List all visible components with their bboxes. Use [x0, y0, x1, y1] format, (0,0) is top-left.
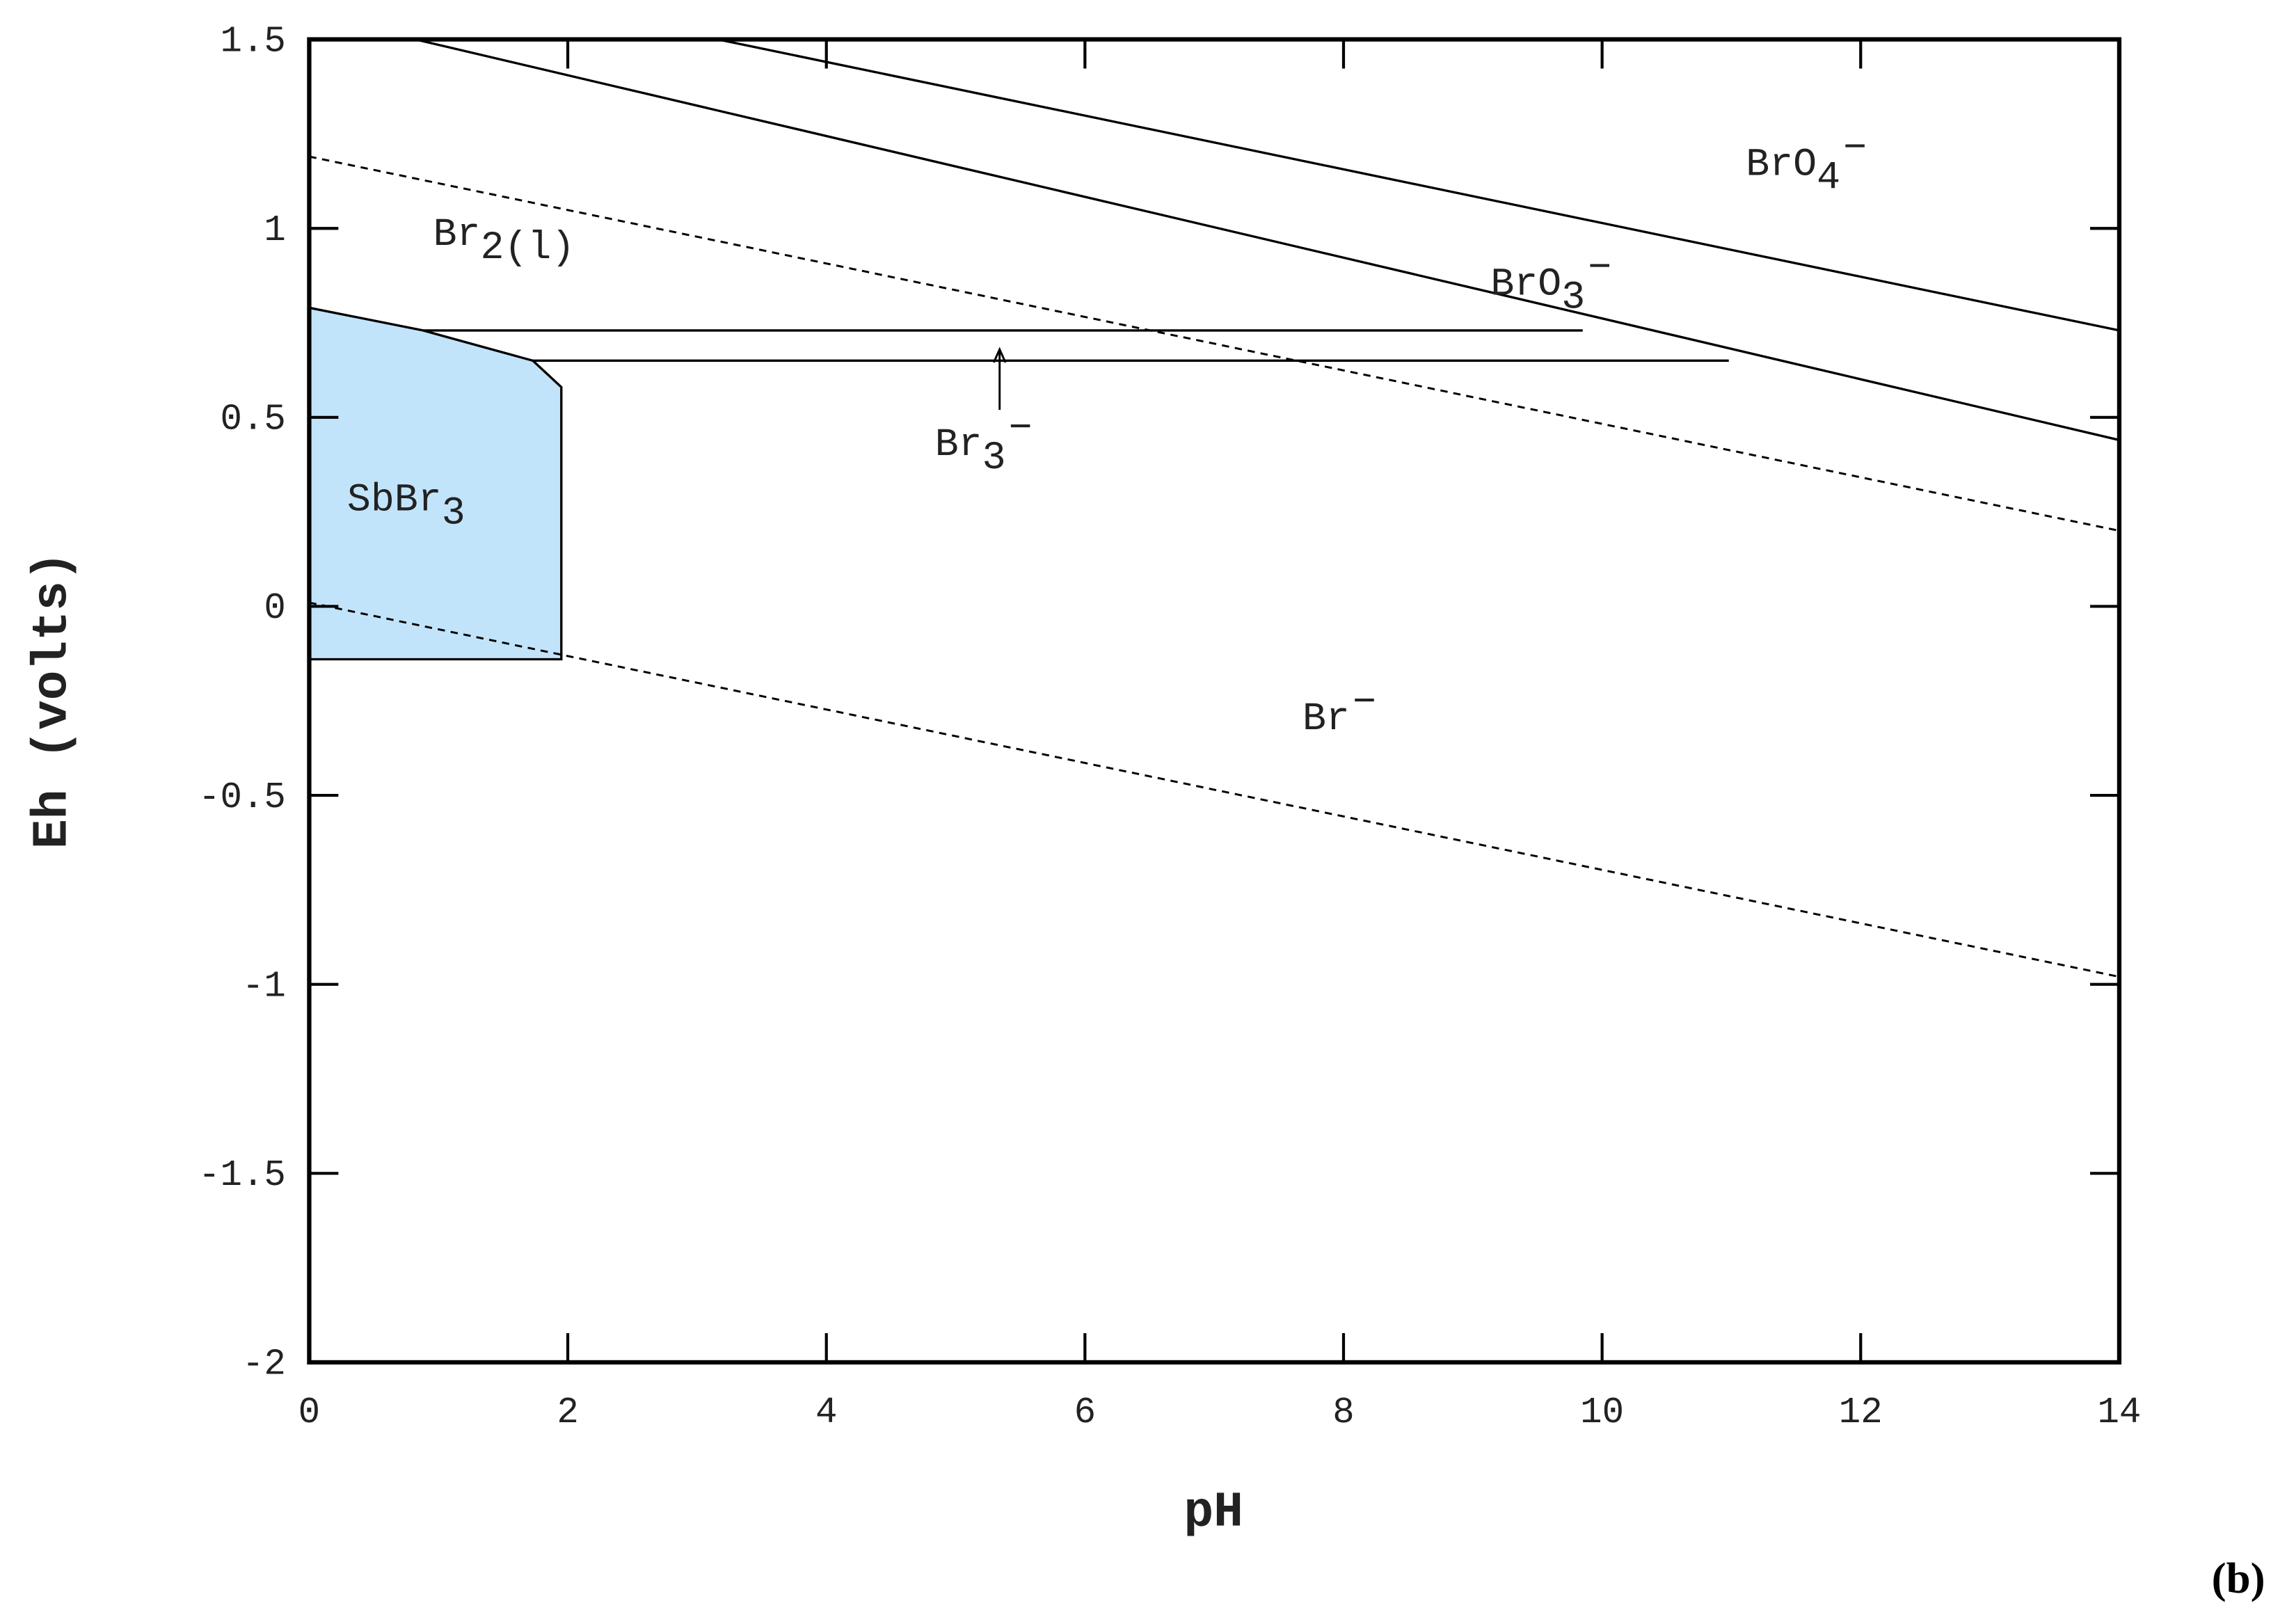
label-base: Br: [935, 422, 982, 467]
label-superscript: −: [1353, 680, 1376, 725]
plot-frame: [307, 37, 2122, 1365]
x-tick-label: 12: [1839, 1392, 1883, 1433]
label-superscript: −: [1588, 246, 1611, 290]
x-axis-title: pH: [1184, 1486, 1243, 1541]
arrow: [992, 347, 1007, 410]
region-label: BrO3−: [1490, 246, 1611, 319]
x-tick-label: 14: [2097, 1392, 2141, 1433]
y-axis-title: Eh (volts): [25, 551, 81, 849]
label-base: Br: [433, 212, 481, 257]
boundary-line: [309, 155, 2120, 532]
label-subscript: 3: [982, 436, 1006, 480]
y-tick-label: -0.5: [198, 777, 286, 818]
boundary-line: [415, 38, 2120, 442]
label-subscript: 3: [1561, 275, 1585, 319]
x-tick-label: 10: [1580, 1392, 1624, 1433]
y-tick-label: -1.5: [198, 1154, 286, 1196]
region-label: BrO4−: [1746, 126, 1867, 200]
region-label: Br −: [1302, 680, 1376, 741]
label-superscript: −: [1009, 406, 1033, 451]
label-subscript: 4: [1817, 155, 1840, 200]
boundary-line: [309, 601, 2120, 978]
x-tick-label: 2: [557, 1392, 578, 1433]
boundary-line: [717, 38, 2120, 332]
x-tick-label: 8: [1332, 1392, 1354, 1433]
label-base: SbBr: [347, 478, 442, 523]
panel-label: (b): [2212, 1554, 2265, 1602]
label-base: Br: [1302, 696, 1350, 741]
region-label: Br3−: [935, 406, 1033, 480]
x-tick-label: 6: [1074, 1392, 1096, 1433]
y-tick-label: 0: [264, 587, 285, 629]
y-tick-label: -1: [242, 965, 286, 1007]
label-subscript: 3: [442, 491, 465, 536]
x-tick-label: 4: [815, 1392, 837, 1433]
label-superscript: −: [1843, 126, 1867, 170]
region-label: SbBr3: [347, 478, 465, 536]
label-base: BrO: [1490, 262, 1561, 306]
label-subscript: 2(l): [481, 225, 575, 270]
y-tick-label: 1.5: [221, 20, 286, 62]
y-tick-label: -2: [242, 1344, 286, 1385]
x-tick-label: 0: [298, 1392, 320, 1433]
y-tick-label: 0.5: [221, 399, 286, 440]
label-base: BrO: [1746, 143, 1817, 187]
region-label: Br2(l): [433, 212, 575, 270]
y-tick-label: 1: [264, 209, 285, 251]
